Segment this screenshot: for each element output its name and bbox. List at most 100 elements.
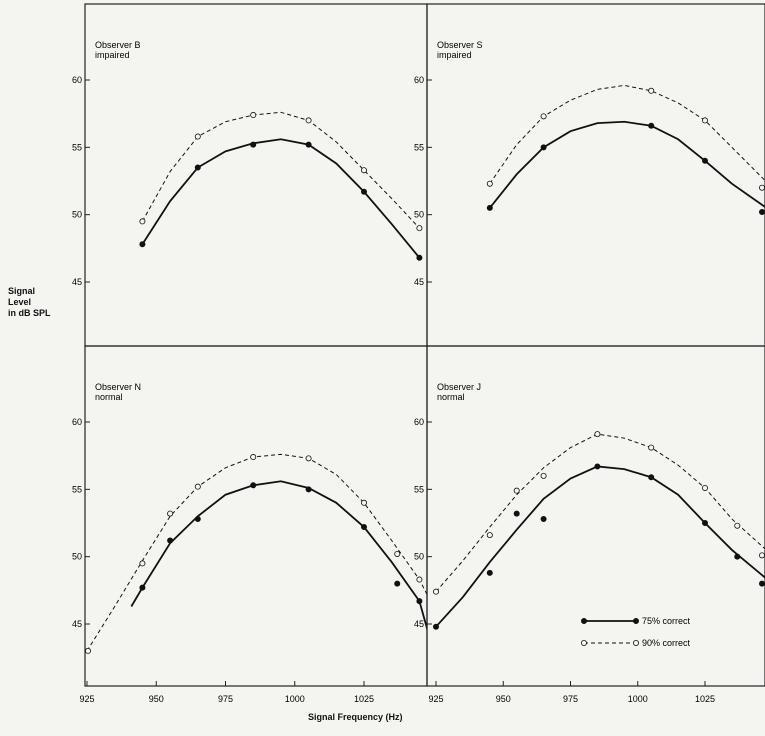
x-tick-label: 950: [149, 694, 164, 704]
series-75-line: [489, 120, 765, 209]
series-90-point: [594, 431, 601, 438]
series-75-point: [486, 204, 493, 211]
series-90-point: [513, 487, 520, 494]
series-75-point: [194, 164, 201, 171]
series-90-point: [486, 180, 493, 187]
y-tick-label: 55: [72, 142, 82, 152]
y-tick-label: 50: [414, 210, 424, 220]
series-75-point: [394, 580, 401, 587]
series-90-point: [360, 499, 367, 506]
legend-marker: [633, 618, 640, 625]
series-90-point: [486, 532, 493, 539]
x-tick-label: 925: [79, 694, 94, 704]
panel-frame: [84, 345, 428, 687]
series-90-point: [416, 225, 423, 232]
series-90-point: [194, 483, 201, 490]
y-tick-label: 50: [72, 552, 82, 562]
y-tick-label: 45: [72, 619, 82, 629]
series-90-point: [139, 218, 146, 225]
legend-marker: [581, 618, 588, 625]
series-75-point: [702, 520, 709, 527]
series-75-line: [141, 138, 421, 259]
series-90-line: [141, 111, 420, 229]
series-75-point: [416, 254, 423, 261]
series-75-point: [305, 141, 312, 148]
series-90-point: [540, 472, 547, 479]
series-90-point: [648, 87, 655, 94]
series-90-point: [759, 184, 765, 191]
panel-annotation-line1: Observer S: [437, 40, 483, 50]
x-tick-label: 1025: [354, 694, 374, 704]
series-90-point: [360, 167, 367, 174]
series-75-point: [594, 463, 601, 470]
series-90-point: [305, 117, 312, 124]
panel-frame: [426, 345, 765, 687]
x-tick-label: 950: [496, 694, 511, 704]
series-75-point: [432, 623, 439, 630]
series-90-point: [250, 454, 257, 461]
y-tick-label: 50: [414, 552, 424, 562]
legend: 75% correct 90% correct: [581, 616, 691, 648]
series-90-point: [305, 455, 312, 462]
series-75-point: [648, 122, 655, 129]
series-75-point: [139, 584, 146, 591]
series-75-point: [759, 580, 765, 587]
y-axis-label: Signal Level in dB SPL: [8, 286, 51, 319]
series-75-point: [250, 141, 257, 148]
series-90-point: [759, 552, 765, 559]
series-75-point: [139, 241, 146, 248]
panel-annotation-line1: Observer J: [437, 382, 481, 392]
y-tick-label: 45: [72, 277, 82, 287]
series-75-point: [194, 515, 201, 522]
series-75-line: [130, 480, 427, 631]
series-90-line: [86, 453, 427, 652]
y-tick-label: 60: [414, 417, 424, 427]
panel-frame: [84, 3, 428, 347]
series-90-point: [250, 112, 257, 119]
series-90-point: [734, 522, 741, 529]
y-tick-label: 55: [414, 484, 424, 494]
series-75-point: [540, 515, 547, 522]
y-tick-label: 45: [414, 277, 424, 287]
y-tick-label: 60: [72, 417, 82, 427]
legend-marker: [633, 640, 640, 647]
series-90-point: [648, 444, 655, 451]
series-75-point: [250, 482, 257, 489]
y-axis-label-line2: Level: [8, 297, 32, 307]
y-axis-label-line1: Signal: [8, 286, 36, 296]
legend-label: 90% correct: [642, 638, 691, 648]
x-tick-label: 1025: [695, 694, 715, 704]
series-75-point: [360, 188, 367, 195]
series-90-point: [416, 576, 423, 583]
x-axis-label: Signal Frequency (Hz): [308, 712, 403, 722]
y-tick-label: 45: [414, 619, 424, 629]
y-tick-label: 55: [72, 484, 82, 494]
x-tick-label: 1000: [628, 694, 648, 704]
series-75-point: [360, 524, 367, 531]
series-90-point: [194, 133, 201, 140]
panel-annotation-line2: impaired: [437, 50, 472, 60]
series-90-point: [540, 113, 547, 120]
series-75-point: [305, 486, 312, 493]
x-tick-label: 975: [563, 694, 578, 704]
series-75-point: [416, 598, 423, 605]
series-75-point: [540, 144, 547, 151]
legend-label: 75% correct: [642, 616, 691, 626]
series-90-point: [432, 588, 439, 595]
panel-frame: [426, 3, 765, 347]
series-90-point: [702, 484, 709, 491]
y-tick-label: 60: [72, 75, 82, 85]
x-tick-label: 925: [428, 694, 443, 704]
series-75-line: [435, 465, 765, 628]
series-90-point: [167, 510, 174, 517]
series-75-point: [486, 569, 493, 576]
legend-marker: [581, 640, 588, 647]
y-tick-label: 55: [414, 142, 424, 152]
series-90-point: [394, 550, 401, 557]
series-90-point: [702, 117, 709, 124]
panel-annotation-line1: Observer N: [95, 382, 141, 392]
series-75-point: [167, 537, 174, 544]
